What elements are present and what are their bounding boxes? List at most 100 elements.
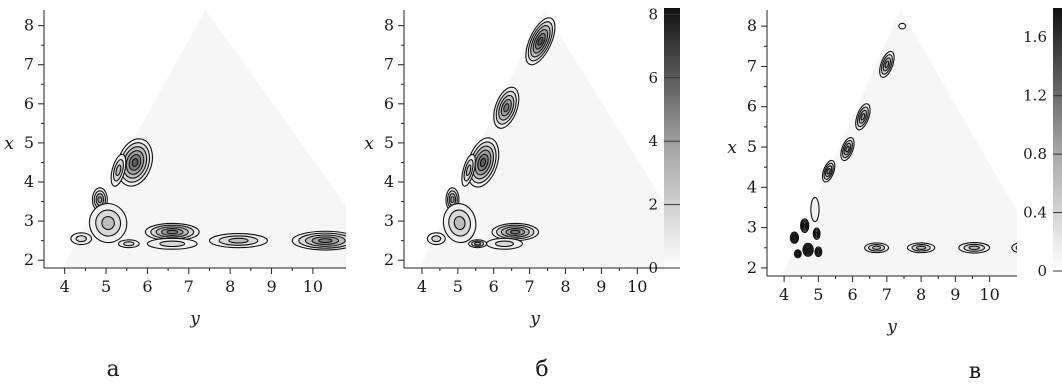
colorbar-tick-label: 0 <box>1037 262 1047 280</box>
contour-line <box>915 245 927 250</box>
y-tick-label: 2 <box>384 250 394 269</box>
y-axis-label: x <box>727 138 737 158</box>
contour-line <box>101 215 115 231</box>
contour-line <box>123 241 135 247</box>
contour-peak <box>88 202 128 244</box>
y-tick-label: 5 <box>384 133 394 152</box>
y-axis-label: x <box>4 134 14 154</box>
y-tick-label: 2 <box>747 258 757 277</box>
contour-peak <box>821 159 836 183</box>
contour-line <box>1015 245 1017 250</box>
y-tick-label: 6 <box>384 94 394 113</box>
contour-line <box>826 167 831 175</box>
contour-peak <box>814 246 823 258</box>
y-tick-label: 3 <box>747 218 757 237</box>
colorbar-tick-label: 0 <box>648 259 658 277</box>
x-tick-label: 6 <box>489 277 499 296</box>
contour-line <box>228 237 249 244</box>
contour-peak <box>442 203 477 244</box>
contour-line <box>494 240 515 248</box>
colorbar <box>1053 8 1062 271</box>
colorbar <box>664 8 680 268</box>
contour-peak <box>879 50 895 78</box>
colorbar-tick-label: 1.6 <box>1023 28 1047 46</box>
x-tick-label: 7 <box>882 285 892 304</box>
contour-line <box>318 238 333 244</box>
contour-line <box>537 36 544 46</box>
contour-peak <box>468 239 488 249</box>
x-tick-label: 8 <box>916 285 926 304</box>
contour-line <box>510 229 521 235</box>
contour-peak <box>466 137 500 188</box>
y-axis-label: x <box>364 134 374 154</box>
colorbar-tick-label: 4 <box>648 132 658 150</box>
contour-line <box>503 103 510 113</box>
contour-line <box>884 60 890 69</box>
contour-peak <box>208 233 268 249</box>
background-region <box>419 10 666 268</box>
contour-peak <box>906 242 936 254</box>
contour-peak <box>110 153 127 187</box>
x-tick-label: 6 <box>848 285 858 304</box>
contour-line <box>479 157 487 168</box>
y-tick-label: 5 <box>24 133 34 152</box>
x-axis-label: y <box>886 317 897 337</box>
contour-line <box>803 223 807 228</box>
contour-peak <box>855 103 871 131</box>
panel-label: в <box>969 359 981 384</box>
x-tick-label: 10 <box>303 277 323 296</box>
contour-peak <box>146 237 198 250</box>
background-region <box>782 10 1017 276</box>
contour-line <box>159 240 186 248</box>
x-tick-label: 10 <box>627 277 647 296</box>
contour-line <box>815 231 819 236</box>
y-tick-label: 3 <box>384 211 394 230</box>
x-axis-label: y <box>529 309 540 329</box>
y-tick-label: 7 <box>384 55 394 74</box>
contour-line <box>431 235 442 243</box>
x-tick-label: 5 <box>453 277 463 296</box>
y-tick-label: 8 <box>24 16 34 35</box>
x-tick-label: 4 <box>60 277 70 296</box>
contour-peak <box>525 17 556 66</box>
panel-label: а <box>106 357 119 382</box>
contour-line <box>131 157 139 167</box>
y-tick-label: 4 <box>24 172 34 191</box>
x-tick-label: 4 <box>779 285 789 304</box>
contour-peak <box>864 242 890 254</box>
y-tick-label: 6 <box>24 94 34 113</box>
contour-line <box>115 164 122 177</box>
contour-peak <box>426 232 446 246</box>
contour-line <box>97 196 103 204</box>
x-tick-label: 9 <box>266 277 276 296</box>
contour-peak <box>802 242 814 257</box>
contour-line <box>793 236 796 240</box>
contour-group <box>789 22 1017 259</box>
contour-line <box>872 245 882 250</box>
x-tick-label: 7 <box>184 277 194 296</box>
contour-peak <box>810 196 820 223</box>
background-region <box>62 10 346 268</box>
y-tick-label: 8 <box>384 16 394 35</box>
contour-peak <box>117 239 140 249</box>
contour-peak <box>1011 242 1017 253</box>
x-axis-label: y <box>189 309 200 329</box>
y-tick-label: 7 <box>24 55 34 74</box>
contour-peak <box>117 138 153 187</box>
x-tick-label: 5 <box>813 285 823 304</box>
y-tick-label: 5 <box>747 137 757 156</box>
contour-line <box>845 145 850 153</box>
contour-line <box>968 245 980 251</box>
y-tick-label: 8 <box>747 16 757 35</box>
contour-peak <box>840 136 855 162</box>
contour-peak <box>485 237 523 250</box>
x-tick-label: 7 <box>525 277 535 296</box>
x-tick-label: 9 <box>596 277 606 296</box>
colorbar-tick-label: 0.4 <box>1023 204 1047 222</box>
y-tick-label: 3 <box>24 211 34 230</box>
panel-b: 4 5 6 7 8 9 10 2 3 4 5 6 7 8 y x б 0 2 4 6 8 <box>364 5 680 382</box>
y-tick-label: 2 <box>24 250 34 269</box>
contour-peak <box>70 232 93 246</box>
